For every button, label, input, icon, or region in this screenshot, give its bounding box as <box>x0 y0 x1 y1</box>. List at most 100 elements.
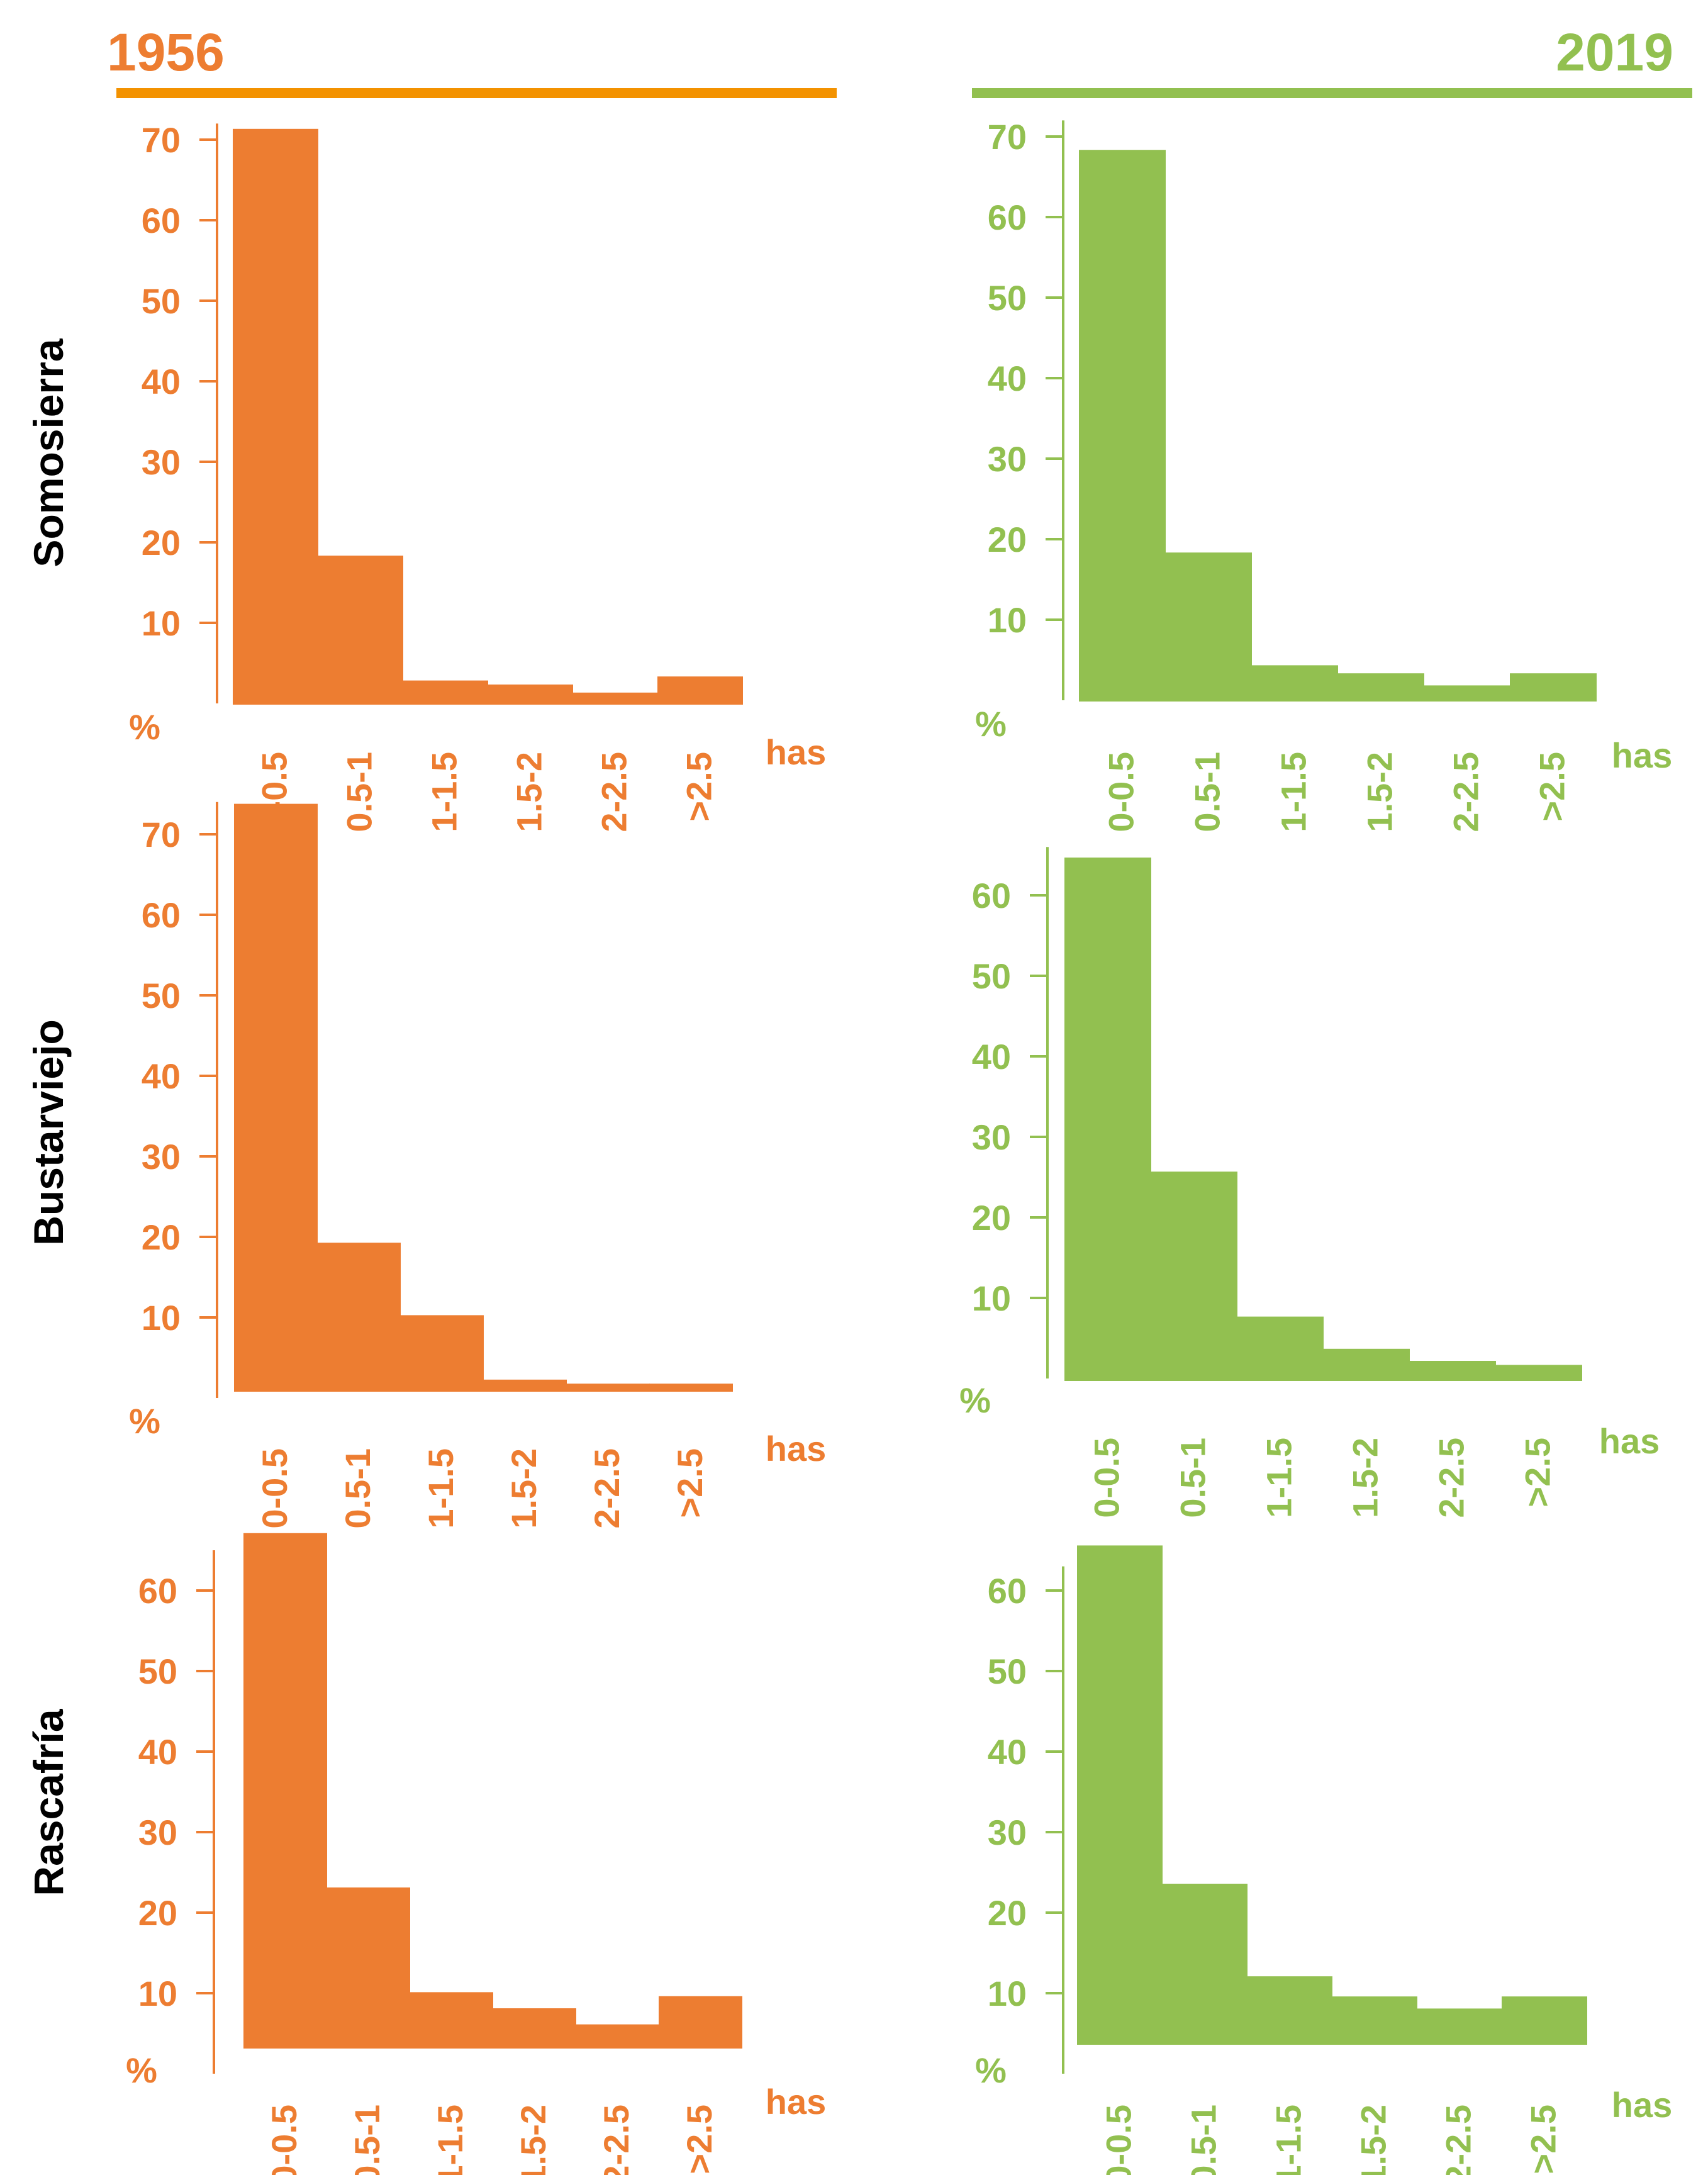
bar-2-2.5 <box>572 692 658 705</box>
bar-gt2.5 <box>649 1384 733 1392</box>
y-tick-label: 30 <box>972 1117 1011 1157</box>
y-tick-label: 50 <box>988 1652 1027 1691</box>
y-tick-label: 20 <box>972 1198 1011 1238</box>
category-label: 0.5-1 <box>338 1448 377 1529</box>
category-label: >2.5 <box>670 1448 710 1518</box>
category-label: >2.5 <box>1532 752 1572 822</box>
chart-rascafria-1956: 10 20 30 40 50 60% 0-0.5 0.5-1 1-1.5 1.5-2 2-2.5 >2… <box>126 1533 826 2175</box>
category-label: >2.5 <box>1518 1438 1558 1507</box>
x-axis-label: has <box>766 732 827 772</box>
y-tick-label: 60 <box>988 1571 1027 1611</box>
bar-gt2.5 <box>657 676 743 705</box>
category-label: >2.5 <box>679 2105 719 2174</box>
y-tick-label: 20 <box>142 1217 181 1257</box>
category-label: 0.5-1 <box>1173 1438 1213 1518</box>
y-tick-label: 40 <box>138 1732 177 1772</box>
bar-2-2.5 <box>576 2024 659 2049</box>
x-axis-label: has <box>1612 735 1673 775</box>
y-axis-label: % <box>129 707 160 747</box>
year-header-1956: 1956 <box>107 23 225 82</box>
bar-1-1.5 <box>410 1992 493 2049</box>
category-label: 1-1.5 <box>1259 1438 1299 1518</box>
y-tick-label: 40 <box>988 1732 1027 1772</box>
category-label: 1-1.5 <box>425 752 464 832</box>
category-label: 1.5-2 <box>1354 2105 1393 2175</box>
bar-gt2.5 <box>1495 1365 1582 1381</box>
bar-0-0.5 <box>233 128 318 705</box>
y-tick-label: 50 <box>988 278 1027 318</box>
bar-1-1.5 <box>400 1315 484 1392</box>
bar-0.5-1 <box>1165 552 1252 702</box>
x-axis-label: has <box>766 2082 827 2122</box>
y-axis-label: % <box>975 2050 1007 2090</box>
y-tick-label: 70 <box>142 815 181 854</box>
bar-1-1.5 <box>1237 1316 1324 1381</box>
category-label: 0.5-1 <box>1188 752 1227 832</box>
category-label: 0.5-1 <box>347 2105 387 2175</box>
y-tick-label: 30 <box>988 439 1027 479</box>
bar-1.5-2 <box>1337 673 1424 702</box>
category-label: 1-1.5 <box>421 1448 460 1529</box>
chart-bustarviejo-1956: 10 20 30 40 50 60 70% 0-0.5 0.5-1 1-1.5 1.5-2 2-2.5… <box>129 802 826 1529</box>
chart-bustarviejo-2019: 10 20 30 40 50 60% 0-0.5 0.5-1 1-1.5 1.5-2 2-2.5 >2… <box>959 847 1660 1518</box>
y-tick-label: 60 <box>142 895 181 935</box>
category-label: 2-2.5 <box>1446 752 1486 832</box>
row-label-somosierra: Somosierra <box>25 338 72 567</box>
year-divider-2019 <box>972 88 1692 98</box>
x-axis-label: has <box>1599 1421 1660 1461</box>
category-label: 0.5-1 <box>340 752 379 832</box>
y-tick-label: 20 <box>988 1893 1027 1933</box>
y-tick-label: 30 <box>138 1813 177 1852</box>
category-label: 1-1.5 <box>1269 2105 1309 2175</box>
bar-0-0.5 <box>234 803 318 1392</box>
bar-1.5-2 <box>488 685 573 705</box>
category-label: 1.5-2 <box>513 2105 553 2175</box>
category-label: 2-2.5 <box>587 1448 627 1529</box>
category-label: 0-0.5 <box>1102 752 1141 832</box>
chart-rascafria-2019: 10 20 30 40 50 60% 0-0.5 0.5-1 1-1.5 1.5-2 2-2.5 >2… <box>975 1545 1672 2175</box>
y-tick-label: 70 <box>142 120 181 160</box>
category-label: 1.5-2 <box>1360 752 1400 832</box>
bar-0-0.5 <box>243 1533 327 2049</box>
bar-0.5-1 <box>327 1887 410 2049</box>
category-label: 0-0.5 <box>264 2105 304 2175</box>
category-label: 1-1.5 <box>430 2105 470 2175</box>
y-tick-label: 10 <box>972 1278 1011 1318</box>
bar-0-0.5 <box>1064 858 1151 1381</box>
category-label: 0-0.5 <box>1099 2105 1139 2175</box>
bar-2-2.5 <box>1409 1361 1496 1381</box>
y-axis-label: % <box>129 1401 160 1441</box>
x-axis-label: has <box>766 1429 827 1468</box>
y-tick-label: 60 <box>972 876 1011 915</box>
bar-0.5-1 <box>1151 1171 1237 1381</box>
y-tick-label: 30 <box>988 1813 1027 1852</box>
category-label: 2-2.5 <box>1432 1438 1471 1518</box>
category-label: >2.5 <box>1524 2105 1563 2174</box>
y-tick-label: 50 <box>972 956 1011 996</box>
y-tick-label: 60 <box>138 1571 177 1611</box>
bar-gt2.5 <box>1502 1996 1587 2045</box>
y-tick-label: 20 <box>138 1893 177 1933</box>
y-tick-label: 10 <box>988 1974 1027 2013</box>
x-axis-label: has <box>1612 2085 1673 2125</box>
bar-2-2.5 <box>1424 685 1510 702</box>
bar-1.5-2 <box>483 1379 567 1392</box>
y-tick-label: 50 <box>142 976 181 1015</box>
y-tick-label: 20 <box>988 520 1027 559</box>
bar-2-2.5 <box>566 1384 650 1392</box>
y-tick-label: 10 <box>988 600 1027 640</box>
row-labels: Somosierra Bustarviejo Rascafría <box>25 338 72 1896</box>
bar-1-1.5 <box>1247 1976 1332 2045</box>
category-label: 1.5-2 <box>510 752 549 832</box>
bar-2-2.5 <box>1417 2008 1502 2045</box>
y-tick-label: 50 <box>142 281 181 321</box>
chart-somosierra-2019: 10 20 30 40 50 60 70% 0-0.5 0.5-1 1-1.5 1.5-2 2-2.5… <box>975 117 1672 832</box>
y-tick-label: 10 <box>142 603 181 643</box>
y-tick-label: 10 <box>142 1298 181 1338</box>
bar-1.5-2 <box>1332 1996 1417 2045</box>
category-label: 1.5-2 <box>504 1448 544 1529</box>
bar-0.5-1 <box>318 556 403 705</box>
bar-gt2.5 <box>659 1996 742 2049</box>
